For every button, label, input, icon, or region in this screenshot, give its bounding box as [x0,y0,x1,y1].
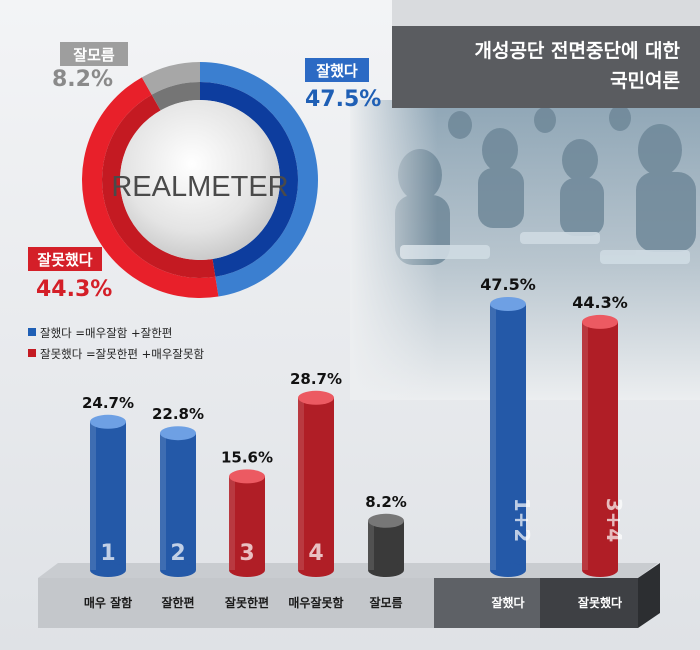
bar-body-detail-2 [229,476,265,570]
bar-total-1: 44.3% 3+4 [572,293,628,577]
legend: 잘했다 =매우잘함 +잘한편 잘못했다 =잘못한편 +매우잘못함 [28,326,205,361]
bar-value-label-detail-2: 15.6% [221,448,273,466]
bar-number-detail-0: 1 [100,541,115,566]
donut-label-good-value: 47.5% [305,87,381,112]
floor-left [38,578,434,628]
donut-slice-2 [141,62,200,95]
bar-base-detail-1 [160,563,196,577]
bar-body-detail-0 [90,421,126,570]
bar-base-detail-0 [90,563,126,577]
floor-bad [540,578,638,628]
donut-inner-slice-0 [200,82,299,277]
donut-slice-0 [200,62,318,297]
bar-total-number-0: 1+2 [510,498,534,543]
bar-total-0: 47.5% 1+2 [480,275,536,577]
bar-value-label-detail-1: 22.8% [152,405,204,423]
factory-photo [350,100,700,400]
bar-total-value-label-0: 47.5% [480,275,536,294]
bar-value-label-detail-4: 8.2% [365,493,407,511]
bar-value-label-detail-3: 28.7% [290,370,342,388]
donut-label-unsure: 잘모름 8.2% [52,42,128,92]
category-label-detail-4: 잘모름 [369,595,402,610]
realmeter-logo: REALMETER [111,171,288,203]
bar-top-detail-3 [298,390,334,405]
bar-total-body-0 [490,304,526,570]
donut-inner-slice-2 [151,82,200,111]
donut-slice-1 [81,77,219,298]
category-label-detail-2: 잘못한편 [225,595,269,610]
bar-top-detail-1 [160,426,196,441]
donut-chart [81,62,318,298]
bar-top-detail-4 [368,513,404,528]
legend-swatch-bad [28,349,36,357]
bar-detail-4: 8.2% [365,493,407,577]
bar-total-base-1 [582,563,618,577]
header-title-line1: 개성공단 전면중단에 대한 [474,40,680,62]
bar-body-detail-3 [298,397,334,570]
bar-number-detail-1: 2 [170,541,185,566]
bar-total-top-1 [582,314,618,329]
legend-text-good: 잘했다 =매우잘함 +잘한편 [40,326,172,340]
donut-label-good: 잘했다 47.5% [305,58,381,112]
bar-base-detail-2 [229,563,265,577]
bar-total-base-0 [490,563,526,577]
donut-label-bad-value: 44.3% [36,277,112,302]
category-label-detail-0: 매우 잘함 [84,595,132,610]
bar-number-detail-3: 4 [308,541,323,566]
header-title-line2: 국민여론 [610,70,680,92]
bar-number-detail-2: 3 [239,541,254,566]
donut-label-unsure-text: 잘모름 [73,46,115,64]
bar-detail-3: 28.7% 4 [290,370,342,577]
bar-top-detail-2 [229,469,265,484]
bar-value-label-detail-0: 24.7% [82,394,134,412]
donut-label-bad: 잘못했다 44.3% [28,247,112,302]
bar-detail-1: 22.8% 2 [152,405,204,577]
category-label-detail-1: 잘한편 [161,595,194,610]
bar-base-detail-4 [368,563,404,577]
bar-body-detail-4 [368,520,404,570]
bar-total-number-1: 3+4 [602,498,626,543]
bar-detail-0: 24.7% 1 [82,394,134,577]
bar-body-detail-1 [160,433,196,570]
legend-swatch-good [28,328,36,336]
bar-top-detail-0 [90,414,126,429]
floor-good [434,578,540,628]
donut-label-good-text: 잘했다 [316,62,358,80]
bar-total-top-0 [490,297,526,311]
bars: 24.7% 1 매우 잘함 22.8% 2 잘한편 15.6% 3 잘못한편 28.7% 4 매우잘못… [82,275,628,610]
category-label-detail-3: 매우잘못함 [288,595,343,610]
donut-label-bad-text: 잘못했다 [37,251,92,269]
bar-total-value-label-1: 44.3% [572,293,628,312]
donut-center [120,100,280,260]
bar-base-detail-3 [298,563,334,577]
donut-inner-slice-1 [102,94,216,278]
bar-detail-2: 15.6% 3 [221,448,273,577]
legend-text-bad: 잘못했다 =잘못한편 +매우잘못함 [40,347,205,361]
bar-total-body-1 [582,321,618,570]
donut-label-unsure-value: 8.2% [52,67,113,92]
category-label-total-0: 잘했다 [491,595,524,610]
category-label-total-1: 잘못했다 [578,595,622,610]
